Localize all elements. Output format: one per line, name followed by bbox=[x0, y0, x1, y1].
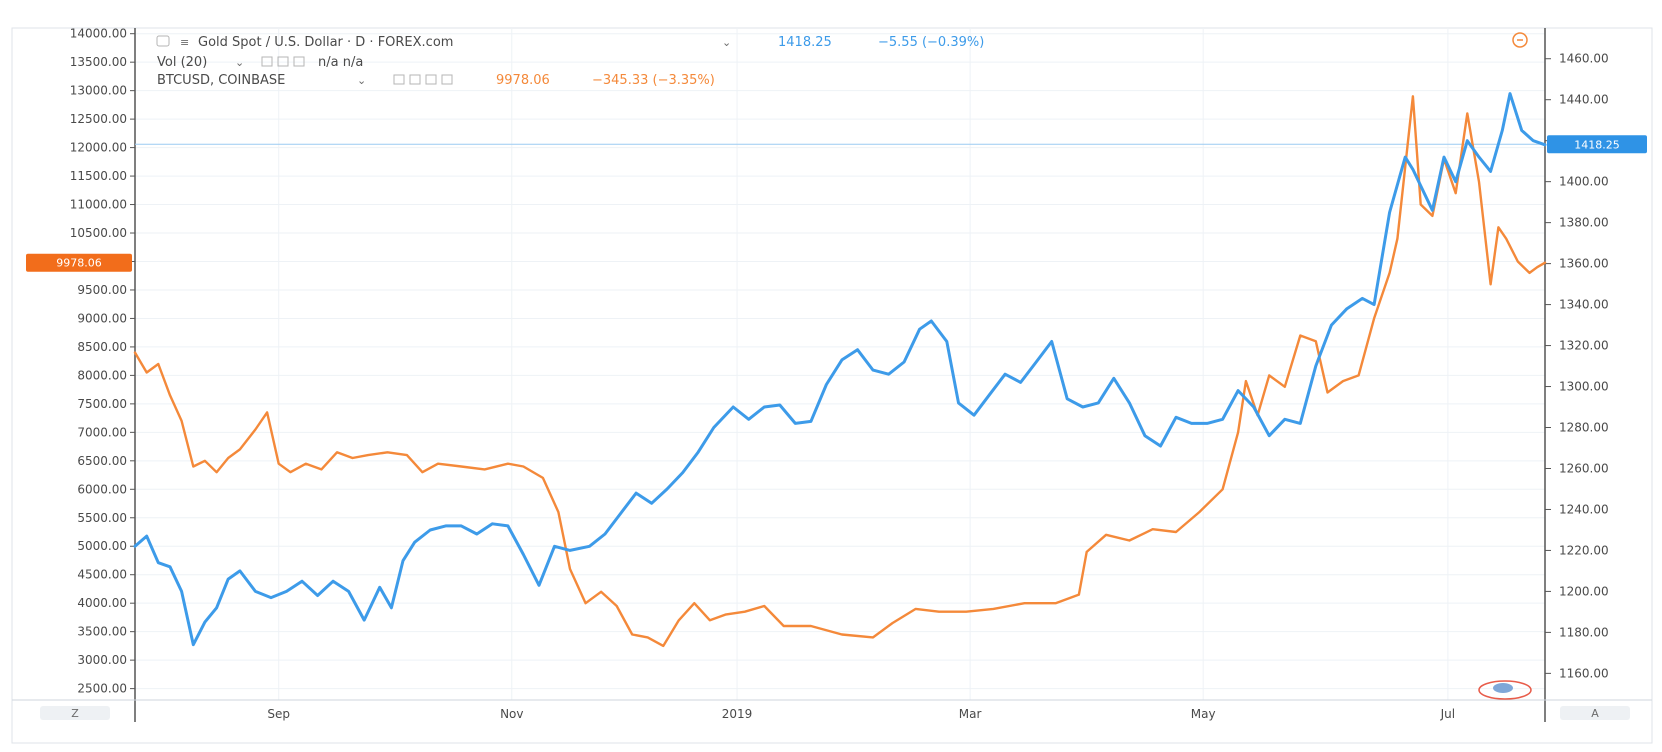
gold-change-readout: −5.55 (−0.39%) bbox=[878, 35, 984, 50]
btc-change-readout: −345.33 (−3.35%) bbox=[592, 73, 715, 88]
right-tick-label: 1440.00 bbox=[1559, 93, 1609, 107]
btc-price-badge: 9978.06 bbox=[26, 253, 132, 272]
close-icon[interactable] bbox=[293, 56, 305, 67]
left-tick-label: 10500.00 bbox=[70, 226, 127, 240]
right-tick-label: 1280.00 bbox=[1559, 421, 1609, 435]
left-tick-label: 7000.00 bbox=[77, 425, 127, 439]
x-tick-label: Jul bbox=[1440, 707, 1455, 721]
right-tick-label: 1240.00 bbox=[1559, 502, 1609, 516]
left-tick-label: 11500.00 bbox=[70, 169, 127, 183]
left-tick-label: 4500.00 bbox=[77, 568, 127, 582]
right-tick-label: 1400.00 bbox=[1559, 175, 1609, 189]
left-tick-label: 5500.00 bbox=[77, 511, 127, 525]
alert-icon[interactable] bbox=[1512, 32, 1528, 48]
left-corner-label: Z bbox=[71, 707, 79, 720]
left-tick-label: 11000.00 bbox=[70, 198, 127, 212]
btc-symbol-title[interactable]: BTCUSD, COINBASE bbox=[157, 73, 285, 88]
gold-dropdown-chevron-icon[interactable]: ⌄ bbox=[722, 36, 731, 49]
menu-icon[interactable]: ≡ bbox=[180, 36, 189, 49]
left-tick-label: 13500.00 bbox=[70, 55, 127, 69]
gold-symbol-title[interactable]: Gold Spot / U.S. Dollar · D · FOREX.com bbox=[198, 35, 453, 50]
right-tick-label: 1200.00 bbox=[1559, 584, 1609, 598]
left-tick-label: 14000.00 bbox=[70, 27, 127, 41]
right-tick-label: 1260.00 bbox=[1559, 461, 1609, 475]
left-tick-label: 9000.00 bbox=[77, 311, 127, 325]
left-tick-label: 12500.00 bbox=[70, 112, 127, 126]
btc-close-icon[interactable] bbox=[441, 74, 453, 85]
left-tick-label: 8000.00 bbox=[77, 368, 127, 382]
btc-eye-icon[interactable] bbox=[393, 74, 405, 85]
left-tick-label: 7500.00 bbox=[77, 397, 127, 411]
left-corner-button[interactable] bbox=[40, 706, 110, 720]
right-tick-label: 1320.00 bbox=[1559, 339, 1609, 353]
volume-indicator-label[interactable]: Vol (20) bbox=[157, 55, 207, 70]
btc-price-badge-text: 9978.06 bbox=[56, 257, 102, 270]
gold-price-badge-text: 1418.25 bbox=[1574, 138, 1620, 151]
btc-more-icon[interactable] bbox=[425, 74, 437, 85]
x-axis-ticks: Sep Nov 2019 Mar May Jul bbox=[267, 707, 1455, 721]
auto-scale-button[interactable] bbox=[1560, 706, 1630, 720]
grid-lines bbox=[135, 28, 1545, 700]
right-tick-label: 1300.00 bbox=[1559, 380, 1609, 394]
left-tick-label: 6000.00 bbox=[77, 482, 127, 496]
right-tick-label: 1220.00 bbox=[1559, 543, 1609, 557]
btc-dropdown-chevron-icon[interactable]: ⌄ bbox=[357, 74, 366, 87]
btc-series-line bbox=[133, 95, 1547, 648]
x-tick-label: Sep bbox=[267, 707, 290, 721]
auto-scale-label: A bbox=[1591, 707, 1599, 720]
x-tick-label: Mar bbox=[959, 707, 982, 721]
tradingview-logo-icon[interactable] bbox=[1478, 680, 1532, 700]
left-tick-label: 5000.00 bbox=[77, 539, 127, 553]
collapse-toggle-icon[interactable] bbox=[156, 35, 170, 47]
x-tick-label: 2019 bbox=[722, 707, 753, 721]
right-tick-label: 1460.00 bbox=[1559, 52, 1609, 66]
btc-price-readout: 9978.06 bbox=[496, 73, 550, 88]
chart-frame bbox=[11, 27, 1653, 744]
btc-settings-icon[interactable] bbox=[409, 74, 421, 85]
gold-price-badge: 1418.25 bbox=[1547, 135, 1647, 154]
left-tick-label: 3500.00 bbox=[77, 625, 127, 639]
legend: ≡ Gold Spot / U.S. Dollar · D · FOREX.co… bbox=[156, 35, 984, 88]
left-tick-label: 12000.00 bbox=[70, 141, 127, 155]
right-tick-label: 1360.00 bbox=[1559, 257, 1609, 271]
left-tick-label: 2500.00 bbox=[77, 682, 127, 696]
left-tick-label: 8500.00 bbox=[77, 340, 127, 354]
x-tick-label: Nov bbox=[500, 707, 523, 721]
left-tick-label: 3000.00 bbox=[77, 653, 127, 667]
right-tick-label: 1340.00 bbox=[1559, 298, 1609, 312]
left-tick-label: 9500.00 bbox=[77, 283, 127, 297]
settings-icon[interactable] bbox=[277, 56, 289, 67]
right-tick-label: 1380.00 bbox=[1559, 216, 1609, 230]
volume-dropdown-chevron-icon[interactable]: ⌄ bbox=[235, 56, 244, 69]
left-tick-label: 4000.00 bbox=[77, 596, 127, 610]
eye-icon[interactable] bbox=[261, 56, 273, 67]
volume-values: n/a n/a bbox=[318, 55, 363, 70]
gold-series-line bbox=[133, 92, 1547, 647]
x-tick-label: May bbox=[1191, 707, 1216, 721]
right-tick-label: 1160.00 bbox=[1559, 666, 1609, 680]
gold-price-readout: 1418.25 bbox=[778, 35, 832, 50]
left-tick-label: 6500.00 bbox=[77, 454, 127, 468]
series-group bbox=[133, 92, 1547, 648]
left-tick-label: 13000.00 bbox=[70, 84, 127, 98]
right-tick-label: 1180.00 bbox=[1559, 625, 1609, 639]
